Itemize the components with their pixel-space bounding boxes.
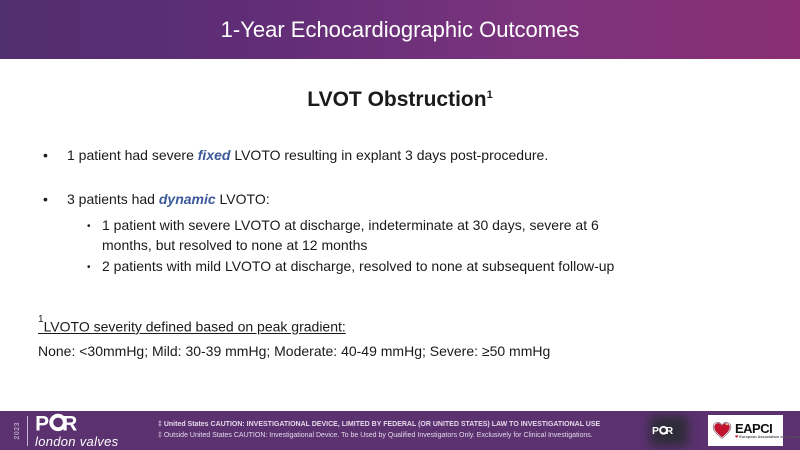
svg-text:P: P bbox=[35, 412, 49, 435]
svg-text:P: P bbox=[652, 426, 659, 437]
